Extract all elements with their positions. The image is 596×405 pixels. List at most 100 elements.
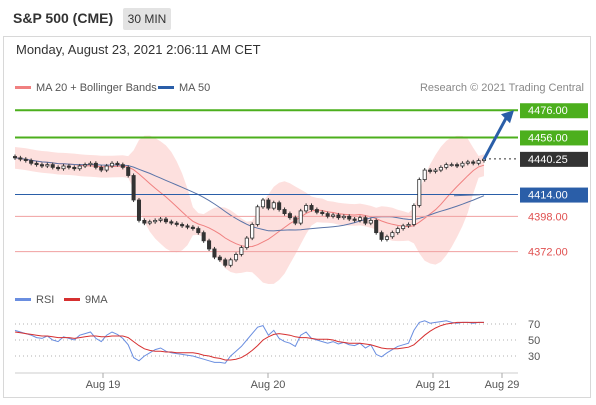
candlesticks	[12, 154, 487, 268]
candle-body	[72, 166, 77, 170]
candle-body	[147, 221, 152, 224]
rsi-tick-2: 30	[528, 351, 540, 363]
rsi-legend-label: RSI	[36, 294, 54, 306]
level-label-box-1	[520, 130, 588, 146]
rsi-line	[14, 320, 484, 364]
candle-body	[417, 179, 422, 206]
candle-body	[293, 217, 298, 224]
rsi-ma-line	[14, 321, 484, 361]
candle-body	[444, 164, 449, 168]
candle-body	[433, 169, 438, 172]
chart-frame	[3, 36, 591, 398]
candle-body	[390, 232, 395, 238]
candle-body	[304, 205, 309, 212]
time-axis: Aug 19 Aug 20 Aug 21 Aug 29	[15, 372, 520, 391]
level-label-2: 4440.25	[528, 154, 568, 166]
rsi-ma-legend-swatch	[64, 298, 80, 301]
candle-body	[99, 166, 104, 171]
candle-body	[314, 209, 319, 213]
rsi-tick-0: 70	[528, 319, 540, 331]
research-credit: Research © 2021 Trading Central	[420, 82, 584, 94]
rsi-ma-legend-label: 9MA	[85, 294, 108, 306]
candle-body	[196, 228, 201, 234]
candle-body	[190, 226, 195, 229]
candle-body	[217, 256, 222, 261]
candle-body	[460, 162, 465, 167]
candle-body	[239, 247, 244, 255]
candle-body	[357, 217, 363, 221]
candle-body	[379, 232, 384, 240]
candle-body	[88, 162, 93, 166]
bollinger-band-area	[15, 135, 484, 284]
candle-body	[104, 165, 109, 171]
ma20-legend-swatch	[15, 86, 31, 89]
chart-legend: MA 20 + Bollinger Bands MA 50 Research ©…	[15, 82, 584, 306]
candle-body	[66, 165, 71, 168]
candle-body	[93, 162, 98, 168]
candle-body	[336, 214, 341, 219]
candle-body	[411, 205, 416, 225]
level-label-5: 4372.00	[528, 247, 568, 259]
ma50-legend-swatch	[158, 86, 174, 89]
candle-body	[374, 219, 379, 234]
forecast-arrow	[482, 110, 514, 160]
candle-body	[115, 162, 120, 166]
price-levels: 4476.00 4456.00 4440.25 4414.00 4398.00 4372.…	[15, 103, 588, 259]
candle-body	[174, 222, 179, 225]
candle-body	[287, 213, 292, 219]
candle-body	[212, 248, 217, 258]
candle-body	[277, 202, 282, 210]
candle-body	[455, 164, 460, 167]
ma50-line	[14, 157, 485, 232]
candle-body	[449, 164, 454, 167]
candle-body	[422, 169, 427, 181]
ma50-tail	[453, 194, 481, 197]
candle-body	[471, 161, 476, 164]
candle-body	[180, 224, 185, 227]
x-tick-1: Aug 20	[251, 379, 286, 391]
timeframe-button[interactable]: 30 MIN	[123, 8, 171, 30]
candle-body	[56, 166, 61, 170]
level-label-1: 4456.00	[528, 132, 568, 144]
candle-body	[158, 218, 163, 221]
candle-body	[341, 215, 346, 219]
chart-header: S&P 500 (CME) 30 MIN	[0, 0, 596, 36]
level-label-box-0	[520, 103, 588, 119]
candle-body	[347, 215, 352, 220]
candle-body	[465, 161, 470, 164]
level-label-3: 4414.00	[528, 190, 568, 202]
candle-body	[255, 206, 260, 225]
x-tick-3: Aug 29	[485, 379, 520, 391]
candle-body	[320, 211, 325, 215]
candle-body	[384, 236, 389, 240]
candle-body	[234, 253, 239, 261]
candle-body	[185, 225, 190, 228]
candle-body	[77, 165, 82, 170]
candle-body	[12, 156, 18, 159]
candle-body	[110, 162, 115, 167]
candle-body	[61, 165, 66, 170]
candle-body	[34, 162, 39, 166]
bollinger-bands	[15, 135, 484, 284]
level-label-box-2	[520, 151, 588, 167]
candle-body	[282, 209, 287, 215]
candle-body	[476, 160, 481, 164]
candle-body	[126, 166, 131, 176]
candle-body	[83, 164, 88, 167]
ma50-legend-label: MA 50	[179, 82, 210, 94]
candle-body	[18, 157, 23, 160]
moving-averages	[14, 157, 485, 248]
level-label-4: 4398.00	[528, 211, 568, 223]
candle-body	[325, 213, 330, 217]
candle-body	[142, 219, 147, 224]
candle-body	[352, 218, 357, 221]
candle-body	[163, 218, 168, 223]
candle-body	[428, 169, 433, 172]
ma20-line	[14, 157, 485, 248]
candle-body	[331, 214, 336, 217]
instrument-title: S&P 500 (CME)	[13, 10, 114, 26]
candle-body	[45, 164, 50, 167]
candle-body	[260, 199, 265, 208]
candle-body	[401, 225, 406, 229]
